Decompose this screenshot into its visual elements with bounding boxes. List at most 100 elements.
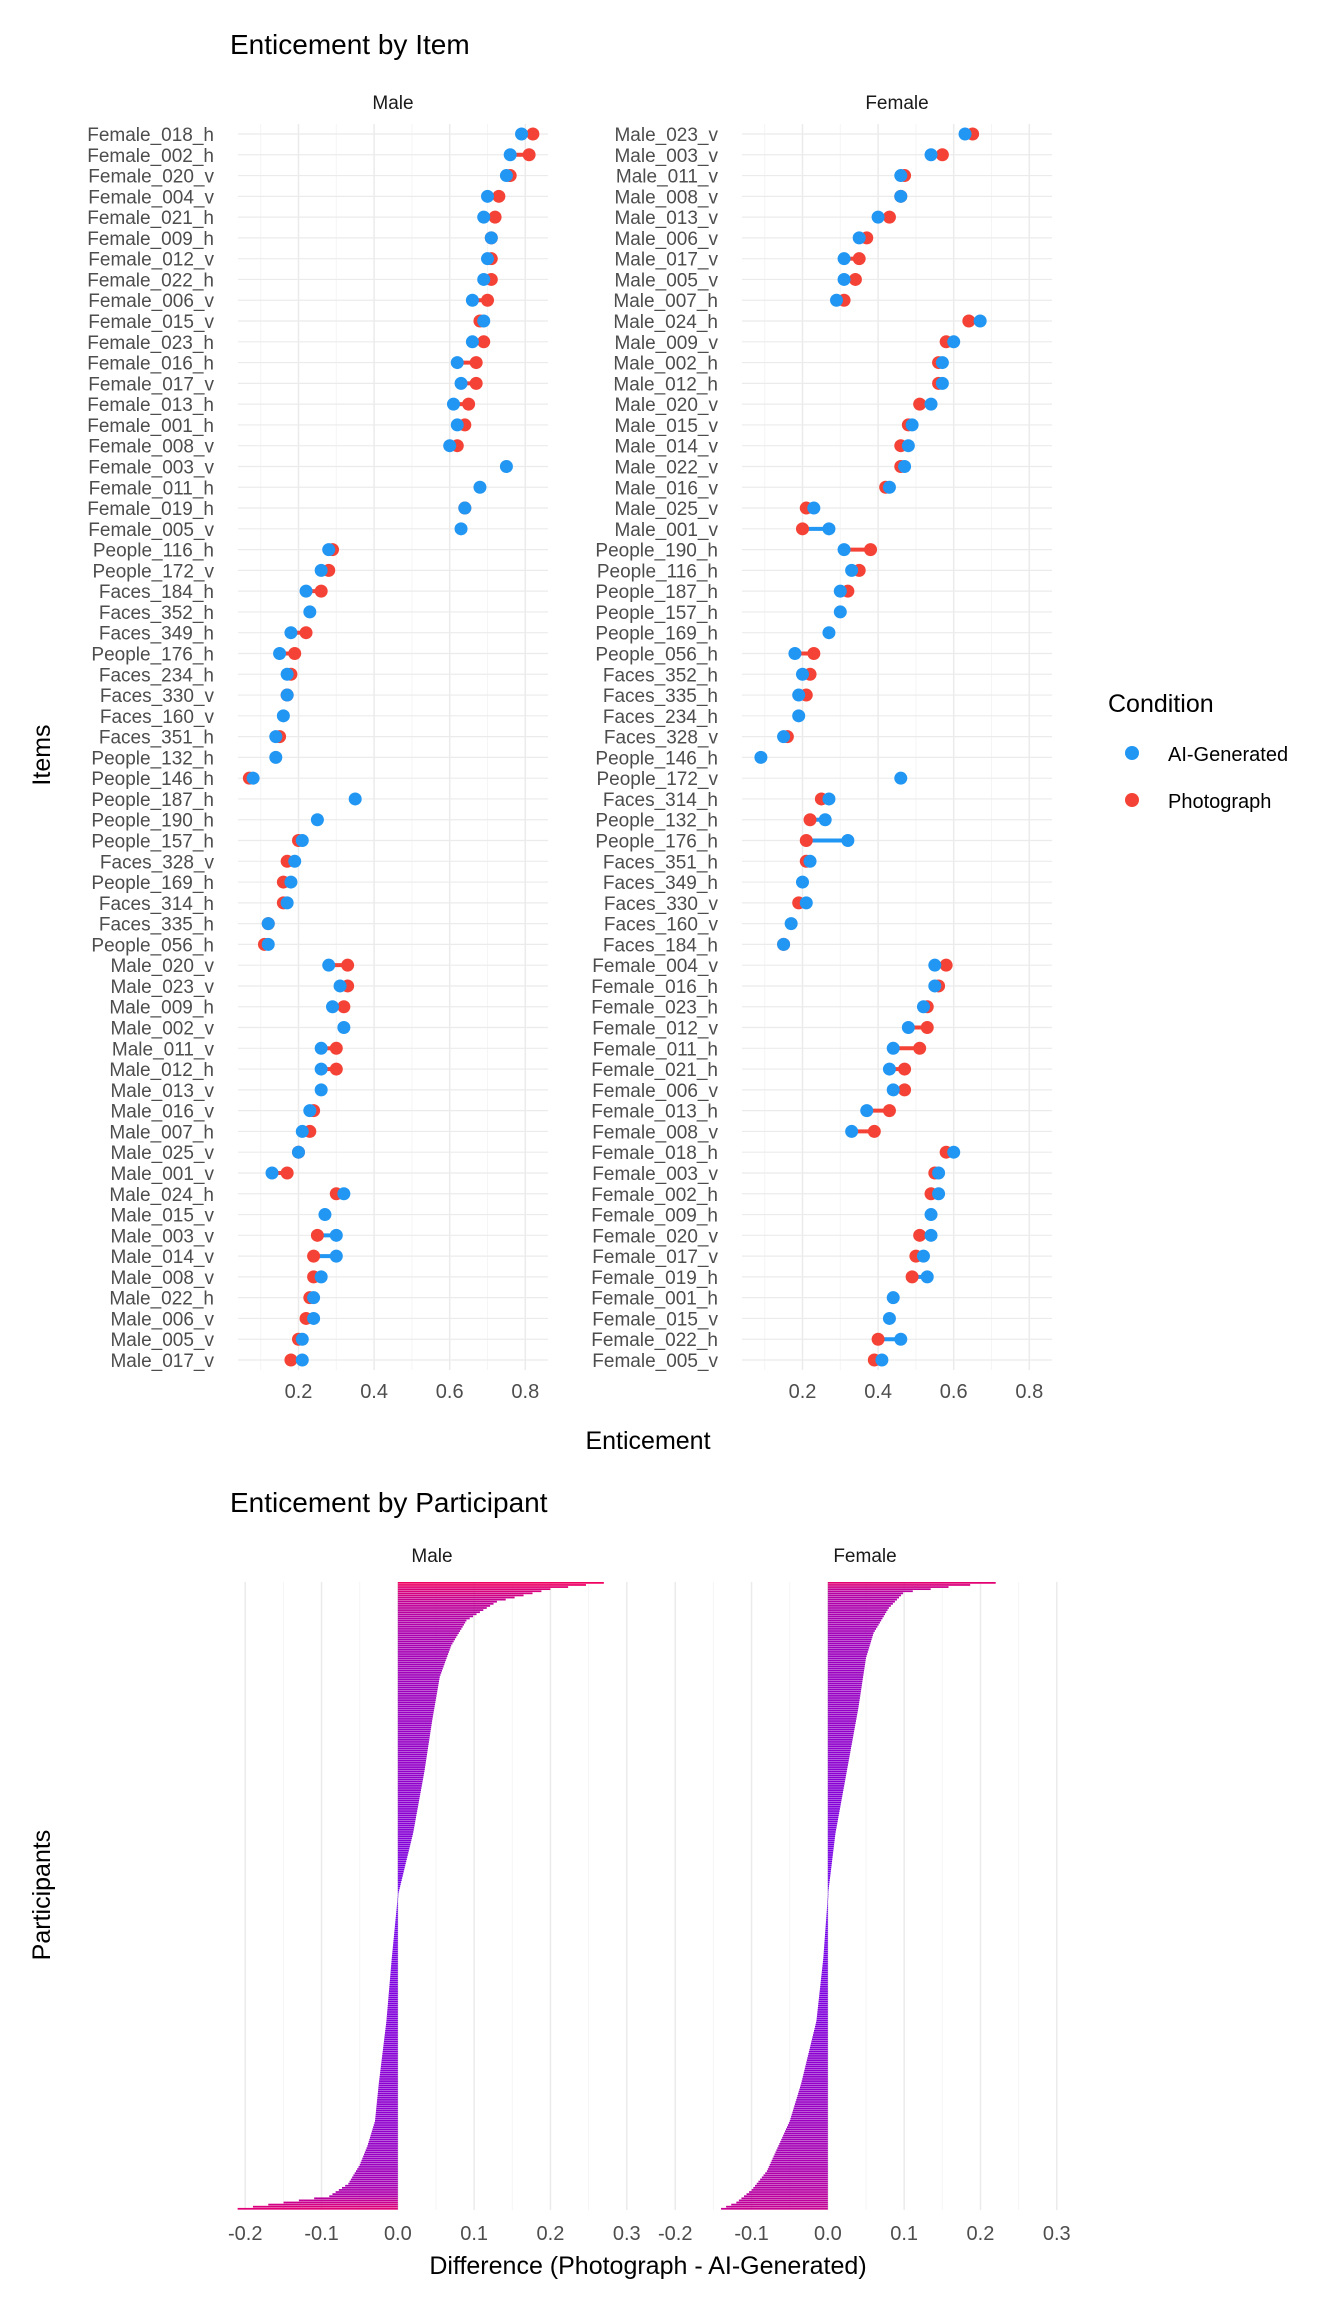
participant-bar xyxy=(397,1787,422,1789)
participant-bar xyxy=(827,1678,863,1681)
photograph-point xyxy=(898,1083,912,1097)
participant-bar xyxy=(377,2094,398,2097)
participant-bar xyxy=(383,2040,398,2043)
participant-bar xyxy=(823,1950,828,1953)
participant-bar xyxy=(827,1896,829,1898)
participant-bar xyxy=(397,1898,399,1900)
participant-bar xyxy=(827,1841,835,1844)
participant-bar xyxy=(779,2143,828,2145)
participant-bar xyxy=(827,1644,870,1647)
participant-bar xyxy=(397,1893,399,1896)
item-label: Male_008_v xyxy=(110,1268,214,1289)
participant-bar xyxy=(823,1956,828,1959)
participant-bar xyxy=(380,2069,398,2072)
participant-bar xyxy=(819,1992,828,1995)
participant-bar xyxy=(397,1829,414,1831)
ai-generated-point xyxy=(799,896,813,910)
participant-bar xyxy=(821,1971,828,1974)
participant-bar xyxy=(397,1839,412,1842)
participant-bar xyxy=(397,1703,436,1706)
participant-bar xyxy=(802,2076,828,2078)
participant-bar xyxy=(827,1889,829,1892)
ai-generated-point xyxy=(754,750,768,764)
participant-bar xyxy=(827,1904,828,1907)
participant-bar xyxy=(827,1665,865,1668)
participant-bar xyxy=(388,2000,398,2003)
participant-bar xyxy=(397,1818,416,1821)
participant-bar xyxy=(397,1751,428,1754)
ai-generated-point xyxy=(803,854,817,868)
participant-bar xyxy=(397,1791,421,1794)
item-label: Male_003_v xyxy=(614,146,718,167)
participant-bar xyxy=(397,1688,438,1691)
item-label: Female_023_h xyxy=(591,998,718,1019)
photograph-point xyxy=(913,1228,927,1242)
item-label: People_172_v xyxy=(597,769,719,790)
participant-bar xyxy=(397,1686,438,1689)
participant-bar xyxy=(827,1829,837,1831)
ai-generated-point xyxy=(481,252,495,266)
participant-bar xyxy=(789,2119,828,2122)
item-label: Faces_160_v xyxy=(604,915,719,936)
ai-generated-point xyxy=(845,563,859,577)
ai-generated-point xyxy=(894,169,908,183)
participant-bar xyxy=(803,2073,828,2076)
participant-bar xyxy=(827,1621,880,1624)
participant-bar xyxy=(827,1661,866,1664)
participant-bar xyxy=(827,1605,891,1607)
ai-generated-point xyxy=(246,771,260,785)
participant-bar xyxy=(298,2199,398,2202)
participant-bar xyxy=(827,1866,832,1869)
participant-bar xyxy=(397,1877,403,1879)
ai-generated-point xyxy=(886,1041,900,1055)
item-label: Female_002_h xyxy=(591,1185,718,1206)
participant-bar xyxy=(799,2086,828,2089)
participant-bar xyxy=(825,1929,828,1932)
photograph-point xyxy=(803,813,817,827)
participant-bar xyxy=(771,2159,828,2162)
item-label: Female_022_h xyxy=(591,1330,718,1351)
photograph-point xyxy=(852,252,866,266)
participant-bar xyxy=(827,1690,861,1693)
ai-generated-point xyxy=(261,917,275,931)
participant-bar xyxy=(397,1902,398,1905)
ai-generated-point xyxy=(481,189,495,203)
participant-bar xyxy=(392,1950,398,1953)
participant-bar xyxy=(397,1648,450,1651)
participant-bar xyxy=(827,1640,872,1643)
participant-bar xyxy=(827,1747,852,1750)
participant-bar xyxy=(397,1789,421,1791)
ai-generated-point xyxy=(284,875,298,889)
item-label: Female_002_h xyxy=(87,146,214,167)
participant-bar xyxy=(397,1755,427,1758)
participant-bar xyxy=(827,1611,887,1614)
participant-bar xyxy=(827,1584,971,1586)
participant-bar xyxy=(397,1814,417,1817)
participant-bar xyxy=(397,1680,440,1683)
participant-bar xyxy=(827,1847,834,1850)
participant-bar xyxy=(827,1893,829,1896)
ai-generated-point xyxy=(822,626,836,640)
ai-generated-point xyxy=(291,1145,305,1159)
participant-bar xyxy=(381,2063,398,2066)
participant-bar xyxy=(372,2128,398,2131)
participant-bar xyxy=(827,1598,897,1601)
participant-bar xyxy=(827,1642,871,1645)
participant-bar xyxy=(770,2161,828,2164)
participant-bar xyxy=(382,2048,398,2051)
participant-bar xyxy=(397,1780,423,1783)
participant-bar xyxy=(827,1881,830,1884)
item-label: Female_018_h xyxy=(591,1143,718,1164)
participant-bar xyxy=(388,1998,398,2001)
photograph-point xyxy=(337,1000,351,1014)
ai-generated-point xyxy=(322,543,336,557)
participant-bar xyxy=(827,1709,858,1712)
participant-bar xyxy=(390,1967,398,1969)
participant-bar xyxy=(384,2038,398,2041)
participant-bar xyxy=(397,1808,418,1810)
participant-bar xyxy=(827,1728,855,1731)
item-label: Female_015_v xyxy=(592,1309,718,1330)
participant-bar xyxy=(775,2151,828,2154)
participant-bar xyxy=(827,1655,867,1658)
participant-bar xyxy=(827,1638,872,1641)
